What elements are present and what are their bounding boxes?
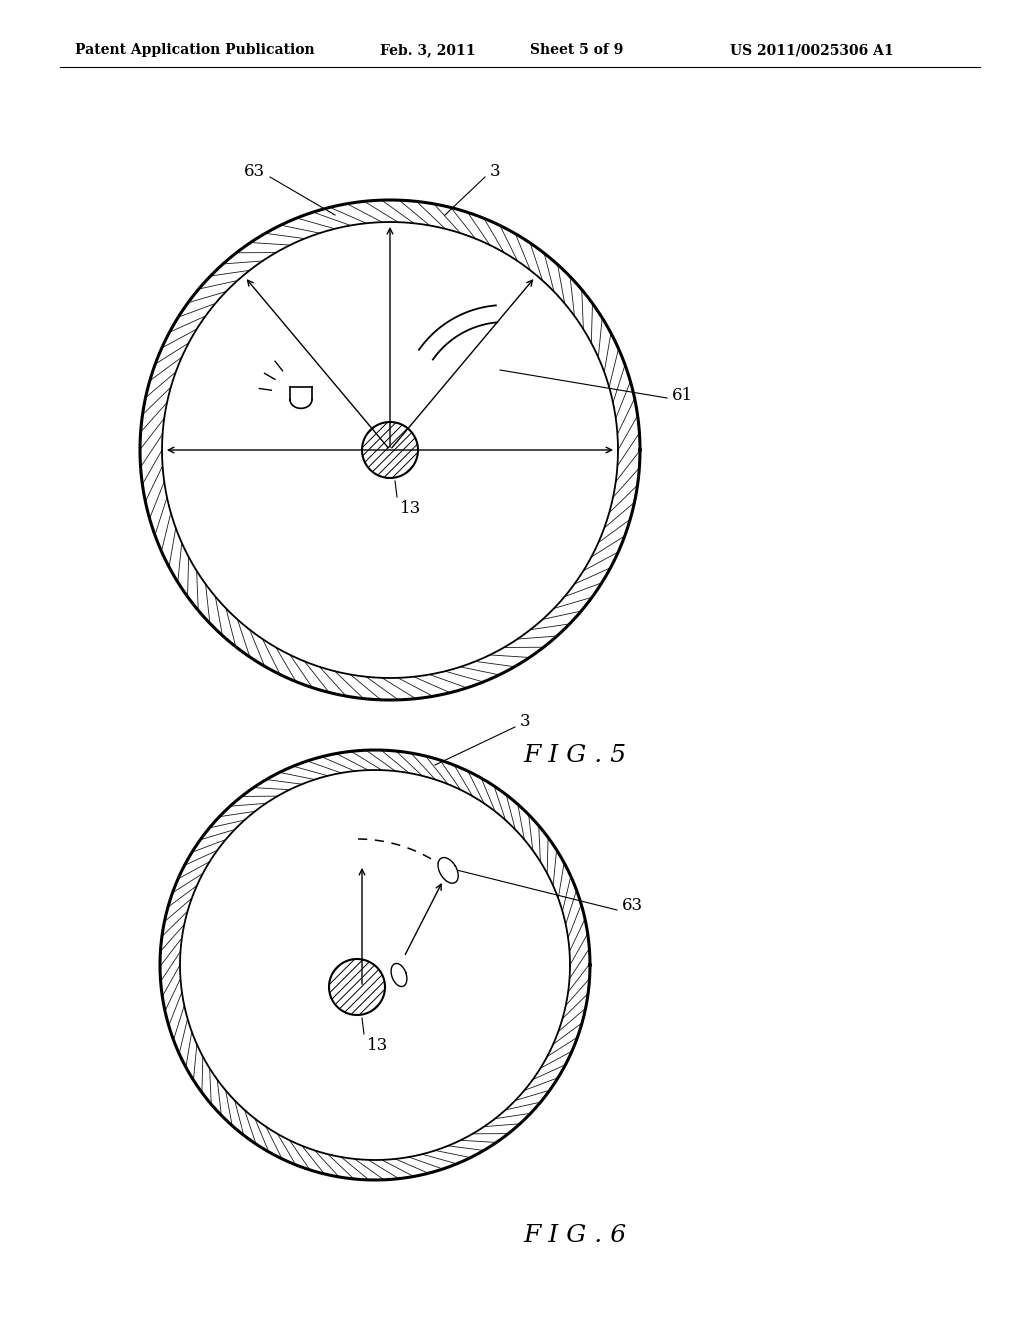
Text: Feb. 3, 2011: Feb. 3, 2011 bbox=[380, 44, 475, 57]
Text: 63: 63 bbox=[622, 896, 643, 913]
Text: US 2011/0025306 A1: US 2011/0025306 A1 bbox=[730, 44, 894, 57]
Text: 63: 63 bbox=[244, 164, 265, 181]
Polygon shape bbox=[438, 858, 458, 883]
Text: 13: 13 bbox=[367, 1038, 388, 1053]
Text: F I G . 6: F I G . 6 bbox=[523, 1224, 627, 1246]
Text: Sheet 5 of 9: Sheet 5 of 9 bbox=[530, 44, 624, 57]
Text: Patent Application Publication: Patent Application Publication bbox=[75, 44, 314, 57]
Polygon shape bbox=[329, 960, 385, 1015]
Text: 3: 3 bbox=[490, 164, 501, 181]
Polygon shape bbox=[391, 964, 407, 986]
Text: 13: 13 bbox=[400, 500, 421, 517]
Text: 61: 61 bbox=[672, 387, 693, 404]
Polygon shape bbox=[362, 422, 418, 478]
Text: 3: 3 bbox=[520, 714, 530, 730]
Text: F I G . 5: F I G . 5 bbox=[523, 743, 627, 767]
